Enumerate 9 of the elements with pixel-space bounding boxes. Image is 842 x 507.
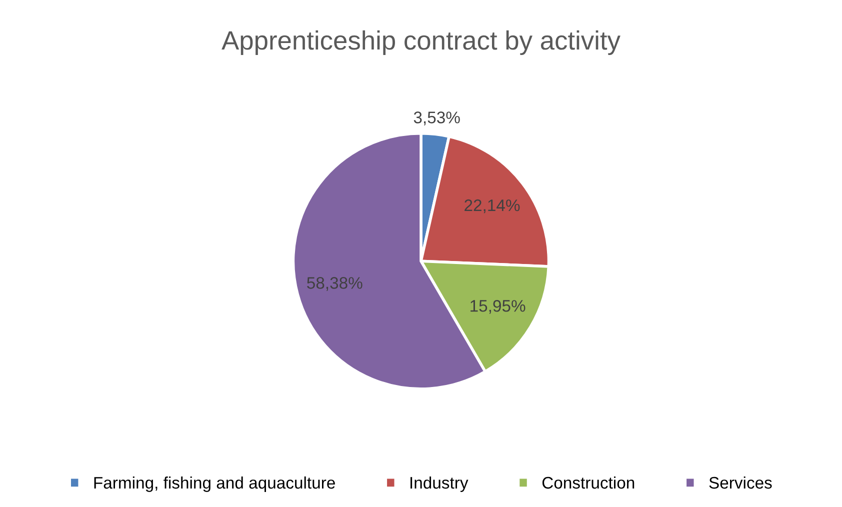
data-label: 22,14% [464, 199, 520, 214]
chart-title: Apprenticeship contract by activity [222, 30, 620, 56]
legend-label: Industry [410, 476, 468, 492]
data-label: 15,95% [470, 300, 526, 314]
data-label: 3,53% [414, 112, 460, 126]
legend-label: Services [709, 476, 772, 489]
legend-label: Construction [542, 476, 634, 489]
data-label: 58,38% [307, 277, 362, 291]
legend-label: Farming, fishing and aquaculture [94, 476, 335, 492]
